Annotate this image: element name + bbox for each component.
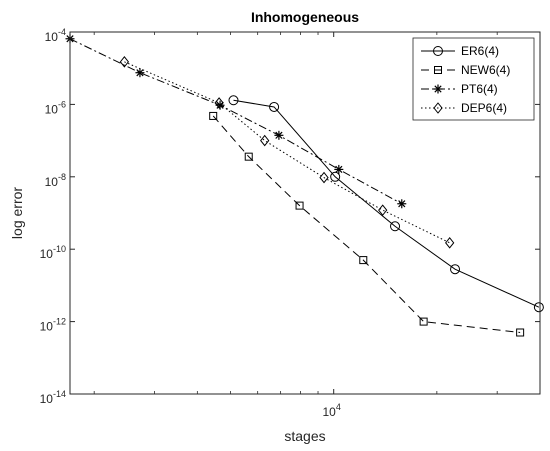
data-point	[260, 134, 270, 147]
legend-item: DEP6(4)	[421, 101, 507, 115]
data-point	[135, 68, 145, 78]
chart-title: Inhomogeneous	[251, 9, 359, 25]
data-point	[119, 56, 130, 68]
y-tick-exponent: -12	[53, 317, 66, 327]
y-tick-base: 10	[45, 102, 59, 116]
legend-item: PT6(4)	[421, 82, 498, 96]
legend-label: PT6(4)	[461, 82, 498, 96]
data-point	[516, 328, 525, 337]
y-tick-base: 10	[45, 175, 59, 189]
series-line	[212, 115, 521, 333]
y-tick-label: 10-6	[45, 99, 66, 116]
y-tick-label: 10-8	[45, 172, 66, 189]
data-point	[419, 317, 428, 326]
x-tick-exponent: 4	[336, 402, 341, 412]
data-point	[269, 101, 280, 112]
legend-label: ER6(4)	[461, 44, 499, 58]
y-tick-exponent: -10	[53, 244, 66, 254]
y-tick-exponent: -4	[58, 27, 66, 37]
legend: ER6(4) NEW6(4) PT6(4) DEP6(4)	[412, 37, 535, 121]
y-tick-exponent: -14	[53, 389, 66, 399]
data-point	[334, 164, 344, 174]
data-point	[274, 130, 284, 140]
legend-marker	[434, 66, 442, 74]
data-point	[533, 302, 544, 313]
data-point	[209, 111, 218, 120]
data-point	[214, 97, 224, 109]
data-point	[390, 221, 401, 232]
legend-marker	[433, 84, 443, 94]
data-point	[378, 204, 388, 216]
series-asterisk	[65, 34, 407, 209]
series-line	[124, 61, 450, 244]
series-square	[209, 111, 525, 337]
series-layer	[65, 34, 544, 337]
y-tick-exponent: -6	[58, 99, 66, 109]
y-tick-label: 10-4	[45, 27, 66, 44]
data-point	[450, 264, 461, 275]
x-axis-label: stages	[284, 428, 325, 444]
data-point	[244, 152, 253, 161]
data-point	[397, 199, 407, 209]
series-line	[233, 99, 540, 308]
data-point	[359, 256, 368, 265]
y-tick-base: 10	[40, 392, 54, 406]
x-tick-labels: 104	[323, 402, 341, 419]
y-tick-base: 10	[40, 320, 54, 334]
data-point	[228, 95, 239, 106]
legend-marker	[433, 102, 443, 114]
data-point	[319, 171, 329, 184]
x-tick-base: 10	[323, 405, 337, 419]
series-diamond	[119, 56, 455, 249]
y-tick-base: 10	[40, 247, 54, 261]
data-point	[445, 237, 455, 249]
legend-item: NEW6(4)	[421, 63, 510, 77]
y-tick-label: 10-10	[40, 244, 66, 261]
series-circle	[228, 95, 544, 313]
data-point	[215, 100, 225, 110]
data-point	[330, 171, 341, 182]
y-tick-label: 10-12	[40, 317, 66, 334]
legend-marker	[433, 46, 443, 56]
x-tick-label: 104	[323, 402, 341, 419]
plot-frame	[69, 31, 541, 395]
y-tick-base: 10	[45, 30, 59, 44]
legend-label: NEW6(4)	[461, 63, 510, 77]
y-axis-label: log error	[9, 187, 25, 239]
legend-item: ER6(4)	[421, 44, 499, 58]
y-tick-label: 10-14	[40, 389, 66, 406]
series-line	[69, 38, 403, 205]
y-tick-exponent: -8	[58, 172, 66, 182]
legend-label: DEP6(4)	[461, 101, 507, 115]
data-point	[295, 201, 304, 210]
